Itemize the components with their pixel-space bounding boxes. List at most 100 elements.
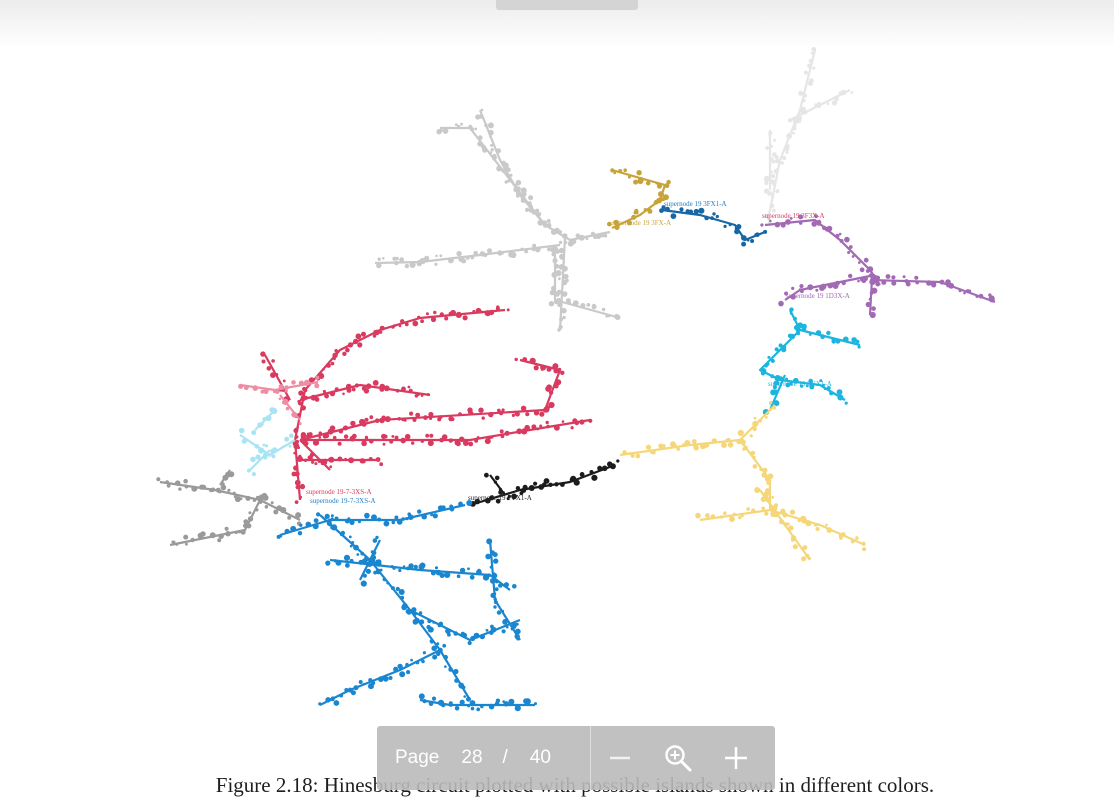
circuit-node	[564, 241, 568, 244]
circuit-node	[398, 568, 402, 573]
circuit-node	[769, 170, 773, 174]
circuit-node	[442, 128, 449, 134]
circuit-node	[780, 161, 784, 165]
circuit-node	[342, 351, 347, 356]
circuit-node	[773, 138, 776, 142]
circuit-node	[551, 285, 557, 291]
circuit-node	[379, 325, 385, 331]
circuit-branch	[419, 698, 535, 707]
circuit-node	[427, 626, 434, 633]
circuit-node	[335, 559, 342, 566]
circuit-node	[670, 213, 677, 220]
circuit-node	[156, 477, 161, 482]
circuit-node	[624, 451, 628, 455]
circuit-node	[531, 247, 536, 252]
circuit-node	[484, 123, 488, 128]
circuit-node	[275, 389, 280, 394]
circuit-node	[418, 563, 425, 570]
circuit-node	[429, 416, 433, 420]
circuit-node	[662, 194, 669, 201]
circuit-node	[395, 388, 400, 393]
circuit-node	[220, 484, 227, 491]
circuit-node	[704, 215, 709, 221]
circuit-node	[820, 334, 825, 340]
circuit-node	[572, 300, 579, 306]
circuit-node	[448, 416, 454, 422]
circuit-node	[454, 439, 461, 446]
circuit-node	[240, 385, 244, 389]
circuit-node	[493, 597, 497, 601]
circuit-node	[443, 654, 448, 660]
zoom-in-button[interactable]	[707, 726, 765, 790]
circuit-node	[567, 240, 574, 247]
circuit-node	[263, 389, 269, 395]
circuit-node	[371, 514, 377, 521]
circuit-node	[251, 472, 256, 477]
circuit-node	[857, 279, 860, 283]
circuit-node	[831, 339, 836, 344]
circuit-node	[551, 252, 556, 257]
circuit-node	[902, 275, 906, 279]
circuit-node	[797, 519, 801, 523]
circuit-node	[637, 178, 644, 185]
island-pink	[238, 375, 320, 426]
circuit-node	[505, 625, 509, 629]
circuit-node	[420, 439, 424, 443]
circuit-node	[534, 702, 537, 706]
circuit-node	[524, 207, 530, 212]
circuit-node	[787, 118, 793, 123]
circuit-node	[607, 314, 611, 318]
circuit-node	[252, 385, 259, 391]
circuit-node	[753, 416, 757, 420]
circuit-branch	[159, 480, 301, 521]
circuit-node	[658, 191, 664, 198]
circuit-node	[539, 424, 543, 428]
circuit-node	[613, 171, 617, 175]
circuit-node	[522, 357, 528, 362]
circuit-node	[474, 127, 478, 131]
circuit-node	[631, 214, 637, 220]
circuit-node	[769, 157, 774, 162]
circuit-node	[738, 515, 742, 520]
circuit-node	[454, 669, 458, 673]
circuit-node	[404, 263, 410, 269]
circuit-node	[365, 383, 372, 390]
circuit-node	[493, 605, 497, 609]
circuit-node	[372, 334, 377, 338]
circuit-node	[415, 660, 420, 665]
circuit-node	[357, 342, 363, 348]
circuit-node	[312, 523, 319, 530]
circuit-node	[808, 378, 813, 384]
circuit-node	[762, 467, 768, 473]
circuit-node	[390, 586, 395, 591]
zoom-out-button[interactable]	[591, 726, 649, 790]
circuit-node	[492, 573, 498, 579]
circuit-node	[502, 619, 507, 623]
circuit-node	[344, 518, 350, 524]
circuit-node	[958, 289, 962, 293]
circuit-node	[460, 631, 465, 637]
circuit-node	[774, 380, 780, 386]
circuit-node	[501, 609, 505, 613]
circuit-node	[324, 513, 330, 520]
circuit-node	[556, 289, 562, 295]
plus-icon	[725, 747, 747, 769]
circuit-node	[351, 541, 355, 544]
zoom-fit-button[interactable]	[649, 726, 707, 790]
circuit-node	[500, 434, 505, 439]
circuit-node	[593, 234, 598, 240]
circuit-node	[314, 397, 320, 402]
circuit-node	[546, 223, 552, 228]
circuit-node	[407, 385, 411, 389]
current-page-input[interactable]: 28	[461, 747, 483, 768]
circuit-node	[368, 678, 373, 683]
top-scroll-handle[interactable]	[496, 0, 638, 10]
circuit-node	[488, 309, 495, 316]
circuit-node	[334, 387, 339, 392]
circuit-node	[816, 523, 820, 527]
circuit-node	[561, 420, 565, 423]
circuit-node	[345, 347, 350, 353]
circuit-node	[770, 374, 775, 379]
circuit-node	[358, 680, 363, 684]
circuit-node	[758, 418, 762, 423]
